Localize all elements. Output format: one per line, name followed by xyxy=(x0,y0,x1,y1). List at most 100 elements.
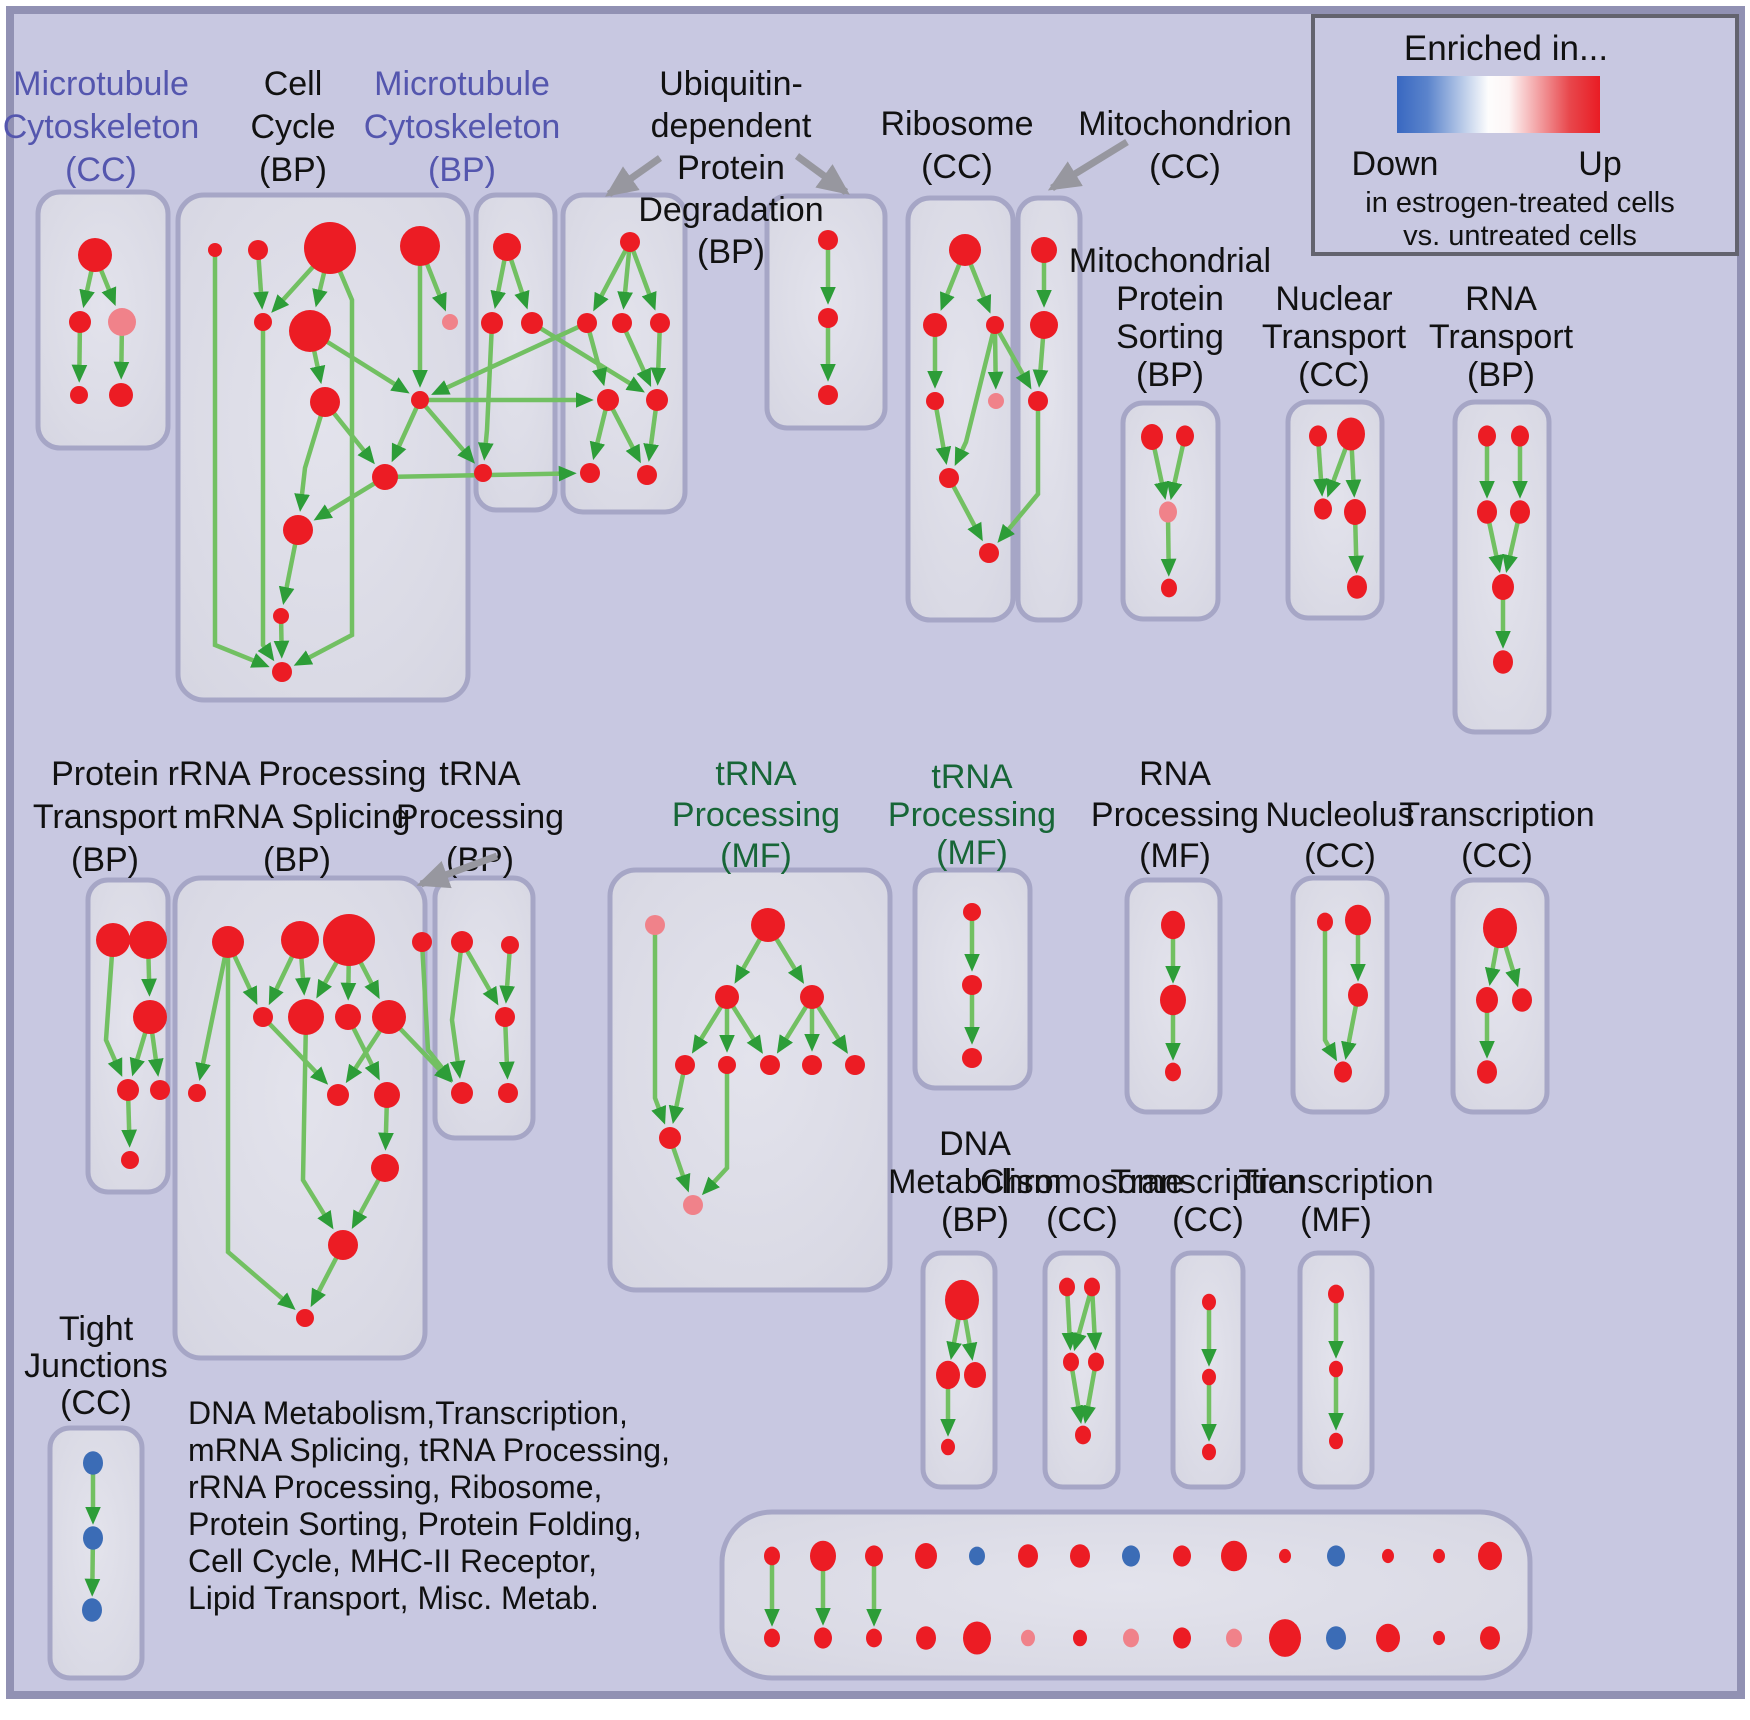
go-term-node-A5 xyxy=(109,383,133,407)
go-term-node-B13 xyxy=(272,662,292,682)
go-term-node-G2 xyxy=(1202,1369,1216,1386)
go-term-node-R4 xyxy=(926,392,944,410)
go-term-node-T4 xyxy=(1510,500,1530,524)
go-term-node-N1 xyxy=(764,1547,780,1566)
footnote-line-1: mRNA Splicing, tRNA Processing, xyxy=(188,1432,670,1468)
go-term-node-N4 xyxy=(915,1543,937,1569)
go-term-node-Y4 xyxy=(1334,1061,1352,1082)
footnote-line-3: Protein Sorting, Protein Folding, xyxy=(188,1506,642,1542)
go-term-node-RG xyxy=(335,1004,361,1030)
legend-gradient-bar xyxy=(1397,76,1600,133)
go-term-node-T5 xyxy=(1492,574,1514,600)
go-term-node-B10 xyxy=(372,464,398,490)
hierarchy-edge-H1-H3 xyxy=(1067,1290,1069,1335)
go-term-node-N11 xyxy=(1279,1549,1291,1563)
go-term-node-P2 xyxy=(1176,425,1194,446)
go-term-node-H2 xyxy=(1084,1278,1100,1297)
footnote-line-4: Cell Cycle, MHC-II Receptor, xyxy=(188,1543,597,1579)
go-term-node-B2 xyxy=(248,240,268,260)
go-term-node-H3 xyxy=(1063,1353,1079,1372)
go-term-node-N6 xyxy=(1018,1544,1038,1568)
go-term-node-B3 xyxy=(304,222,356,274)
hierarchy-edge-R3-R5 xyxy=(995,329,996,374)
go-term-node-R6 xyxy=(939,468,959,488)
go-term-node-D4 xyxy=(941,1439,955,1456)
go-term-node-A2 xyxy=(69,311,91,333)
hierarchy-edge-B2-B5 xyxy=(258,254,261,294)
go-term-node-RF xyxy=(288,999,324,1035)
go-term-node-O6 xyxy=(1021,1630,1035,1647)
go-term-node-U8 xyxy=(637,465,657,485)
go-term-node-N5 xyxy=(969,1547,985,1566)
go-term-node-N15 xyxy=(1478,1542,1502,1570)
legend-title: Enriched in... xyxy=(1404,29,1608,68)
cluster-box-trna-bp xyxy=(435,878,533,1138)
go-term-node-U6 xyxy=(646,389,668,411)
go-term-node-N10 xyxy=(1221,1541,1247,1572)
go-term-node-R3 xyxy=(986,316,1004,334)
footnote: DNA Metabolism,Transcription,mRNA Splici… xyxy=(188,1395,670,1616)
go-term-node-T6 xyxy=(1493,650,1513,674)
go-term-node-PT3 xyxy=(133,1000,167,1034)
footnote-line-5: Lipid Transport, Misc. Metab. xyxy=(188,1580,599,1616)
go-term-node-O12 xyxy=(1326,1626,1346,1650)
go-term-node-N2 xyxy=(810,1541,836,1572)
go-term-node-H1 xyxy=(1059,1278,1075,1297)
go-term-node-RA xyxy=(212,926,244,958)
cluster-box-nuclear-transport-cc xyxy=(1288,402,1382,618)
go-term-node-Q3 xyxy=(1314,498,1332,519)
go-term-node-PT4 xyxy=(117,1079,139,1101)
go-term-node-S2 xyxy=(1030,311,1058,339)
go-term-node-N13 xyxy=(1382,1549,1394,1563)
go-term-node-RB xyxy=(281,921,319,959)
go-term-node-N12 xyxy=(1327,1545,1345,1566)
go-term-node-X1 xyxy=(1161,911,1185,939)
go-term-node-RE0 xyxy=(188,1084,206,1102)
footnote-line-0: DNA Metabolism,Transcription, xyxy=(188,1395,628,1431)
go-term-node-B9 xyxy=(411,391,429,409)
go-term-node-PT6 xyxy=(121,1151,139,1169)
go-term-node-A3 xyxy=(108,308,136,336)
go-term-node-TK5 xyxy=(498,1083,518,1103)
go-term-node-M1 xyxy=(493,233,521,261)
go-term-node-TK4 xyxy=(451,1082,473,1104)
legend-caption-2: vs. untreated cells xyxy=(1403,220,1637,252)
go-term-node-C3 xyxy=(818,385,838,405)
go-term-node-W9 xyxy=(845,1055,865,1075)
go-term-node-RD xyxy=(412,932,432,952)
go-term-node-W5 xyxy=(675,1055,695,1075)
go-term-node-W10 xyxy=(659,1127,681,1149)
go-term-node-U5 xyxy=(597,389,619,411)
go-term-node-O15 xyxy=(1480,1626,1500,1650)
go-term-node-T1 xyxy=(1478,425,1496,446)
go-term-node-RL xyxy=(371,1154,399,1182)
go-term-node-G3 xyxy=(1202,1444,1216,1461)
go-term-node-B7 xyxy=(442,314,458,330)
go-term-node-B4 xyxy=(400,226,440,266)
go-term-node-Q1 xyxy=(1309,425,1327,446)
hierarchy-edge-B5-B13 xyxy=(263,326,265,649)
go-term-node-U2 xyxy=(577,313,597,333)
go-term-node-O8 xyxy=(1123,1629,1139,1648)
go-term-node-Z3 xyxy=(1512,988,1532,1012)
go-term-node-S1 xyxy=(1031,237,1057,263)
go-term-node-B11 xyxy=(283,515,313,545)
go-term-node-T2 xyxy=(1511,425,1529,446)
go-term-node-RJ xyxy=(374,1082,400,1108)
go-term-node-V2 xyxy=(962,975,982,995)
hierarchy-edge-TK3-TK5 xyxy=(505,1021,507,1064)
hierarchy-edge-U4-U6 xyxy=(658,327,660,370)
go-term-node-R2 xyxy=(923,313,947,337)
go-term-node-R1 xyxy=(949,234,981,266)
go-term-node-R5 xyxy=(988,393,1004,409)
go-term-node-B6 xyxy=(289,310,331,352)
go-term-node-F3 xyxy=(1329,1433,1343,1450)
go-term-node-O7 xyxy=(1073,1630,1087,1647)
go-term-node-PT1 xyxy=(96,923,130,957)
go-term-node-Y3 xyxy=(1348,983,1368,1007)
go-term-node-M2 xyxy=(481,312,503,334)
go-term-node-W4 xyxy=(800,985,824,1009)
go-term-node-O11 xyxy=(1269,1619,1301,1657)
go-term-node-U4 xyxy=(650,313,670,333)
